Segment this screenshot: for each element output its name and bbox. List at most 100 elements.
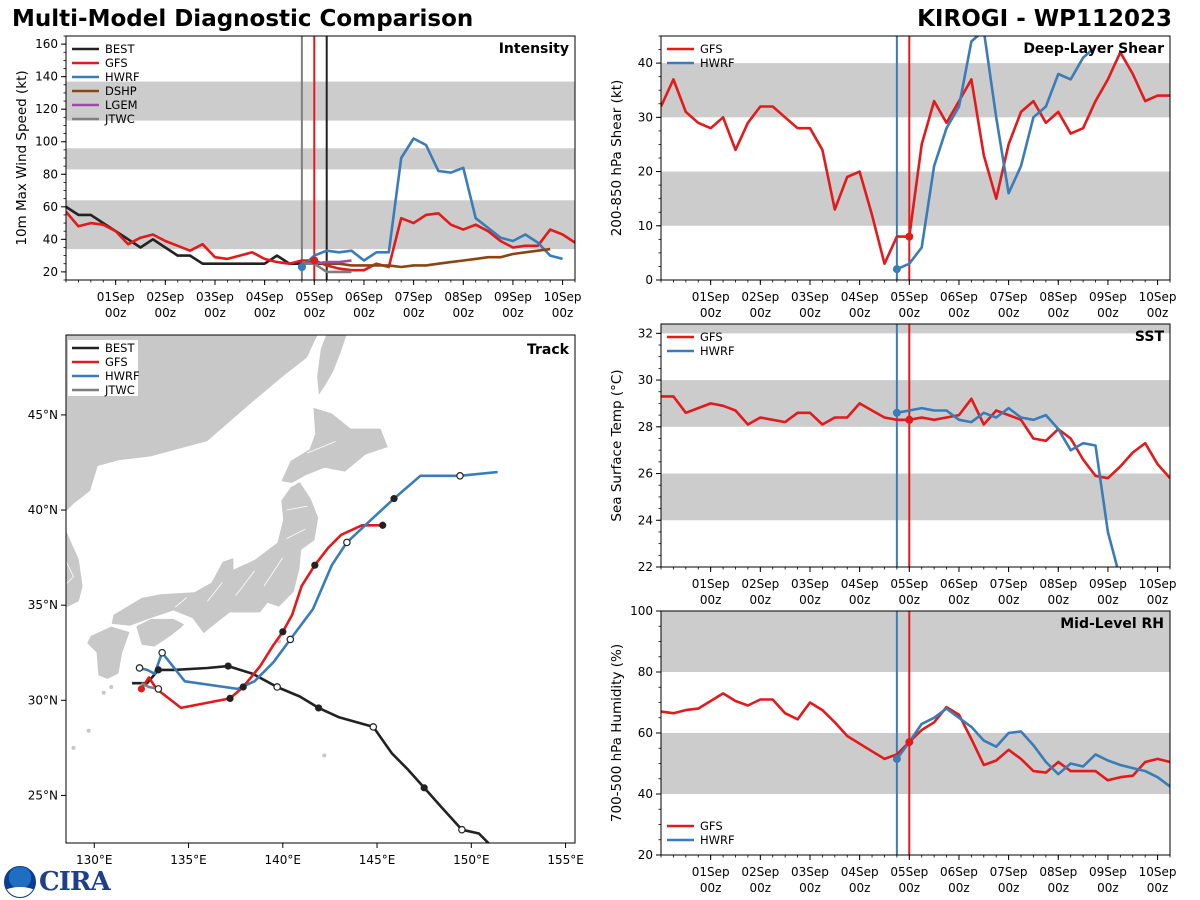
china-coast-land: [66, 560, 74, 585]
panel-track: 130°E 135°E 140°E 145°E 150°E 155°E 25°N 30°N 35…: [28, 334, 584, 867]
sakhalin-land: [316, 335, 348, 397]
island-land: [101, 690, 106, 695]
y-tick-label: 160: [35, 37, 58, 51]
plot-area-intensity: [66, 36, 575, 280]
x-tick-label-hour: 00z: [304, 306, 326, 320]
legend-label-gfs: GFS: [700, 42, 723, 56]
plot-area-sst: [661, 324, 1170, 567]
legend-label-gfs: GFS: [105, 56, 128, 70]
x-tick-label-hour: 00z: [1097, 881, 1119, 895]
x-tick-label: 130°E: [76, 853, 113, 867]
y-tick-label: 0: [645, 273, 653, 287]
x-tick-label-hour: 00z: [799, 593, 821, 607]
x-tick-label-hour: 00z: [849, 881, 871, 895]
x-tick-label-date: 01Sep: [97, 290, 135, 304]
panel-title: Deep-Layer Shear: [1023, 41, 1164, 57]
x-tick-label-date: 02Sep: [741, 577, 779, 591]
x-tick-label-date: 09Sep: [494, 290, 532, 304]
island-land: [71, 745, 76, 750]
x-tick-label-hour: 00z: [899, 593, 921, 607]
y-axis-label: 10m Max Wind Speed (kt): [14, 70, 30, 245]
panel-sst: 22 24 26 28 30 32 Sea Surface Temp (°C) 01Sep 00…: [609, 323, 1177, 607]
legend-label-lgem: LGEM: [105, 98, 138, 112]
x-tick-label-date: 08Sep: [1039, 290, 1077, 304]
track-point-hwrf: [158, 648, 166, 657]
x-tick-label-hour: 00z: [899, 306, 921, 320]
x-tick-label-hour: 00z: [700, 881, 722, 895]
y-tick-label: 100: [630, 604, 653, 618]
y-tick-label: 28: [638, 420, 653, 434]
x-tick-label-hour: 00z: [552, 306, 574, 320]
y-tick-label: 60: [638, 726, 653, 740]
init-marker-hwrf: [892, 754, 901, 763]
y-tick-label: 40: [638, 56, 653, 70]
series-line-gfs: [661, 50, 1170, 266]
legend-label-best: BEST: [105, 341, 135, 355]
y-axis-label: 200-850 hPa Shear (kt): [609, 80, 625, 237]
x-tick-label: 145°E: [359, 853, 396, 867]
x-tick-label-date: 04Sep: [841, 865, 879, 879]
x-tick-label-hour: 00z: [998, 593, 1020, 607]
panel-rh: 20 40 60 80 100 700-500 hPa Humidity (%) 01Sep…: [609, 604, 1177, 895]
track-point-best: [224, 662, 232, 670]
legend-label-gfs: GFS: [700, 819, 723, 833]
legend-label-best: BEST: [105, 42, 135, 56]
agency-logos: CIRA: [4, 866, 111, 898]
series-line-jtwc: [301, 262, 352, 274]
y-tick-label: 30: [638, 373, 653, 387]
threshold-band: [66, 148, 575, 170]
x-tick-label-date: 04Sep: [841, 290, 879, 304]
series-line-dshp: [301, 247, 551, 269]
legend-label-hwrf: HWRF: [700, 56, 735, 70]
y-tick-label: 45°N: [28, 408, 58, 422]
legend-bg: [68, 368, 138, 382]
x-tick-label: 140°E: [265, 853, 302, 867]
track-point-gfs: [311, 561, 319, 569]
series-line-gfs: [661, 395, 1170, 480]
x-tick-label-hour: 00z: [1047, 881, 1069, 895]
page-title: Multi-Model Diagnostic Comparison: [12, 6, 474, 32]
series-line-hwrf: [896, 406, 1119, 567]
x-tick-label-hour: 00z: [899, 881, 921, 895]
x-tick-label-hour: 00z: [1147, 306, 1169, 320]
track-point-hwrf: [135, 664, 144, 672]
y-tick-label: 20: [638, 848, 653, 862]
init-marker-hwrf: [892, 408, 901, 417]
threshold-band: [66, 200, 575, 250]
y-tick-label: 35°N: [28, 598, 58, 612]
map-area: [66, 335, 498, 843]
x-tick-label-hour: 00z: [948, 881, 970, 895]
y-tick-label: 30°N: [28, 693, 58, 707]
track-line-gfs: [140, 523, 383, 710]
x-tick-label-date: 05Sep: [295, 290, 333, 304]
x-tick-label-hour: 00z: [353, 306, 375, 320]
series-line-hwrf: [895, 707, 1170, 788]
threshold-band: [661, 324, 1170, 334]
y-tick-label: 100: [35, 135, 58, 149]
border-line: [235, 570, 255, 596]
x-tick-label-date: 07Sep: [990, 865, 1028, 879]
x-tick-label-date: 07Sep: [990, 290, 1028, 304]
legend-label-hwrf: HWRF: [700, 833, 735, 847]
x-tick-label-date: 02Sep: [741, 290, 779, 304]
x-tick-label-date: 06Sep: [345, 290, 383, 304]
legend-bg: [68, 382, 138, 396]
init-marker-hwrf: [297, 262, 306, 271]
panel-frame: [65, 334, 576, 844]
track-point-gfs: [226, 694, 234, 703]
y-tick-label: 30: [638, 110, 653, 124]
legend-label-gfs: GFS: [700, 330, 723, 344]
threshold-band: [66, 81, 575, 121]
x-tick-label-date: 02Sep: [741, 865, 779, 879]
border-line: [207, 582, 223, 602]
track-point-best: [369, 723, 378, 731]
x-tick-label-hour: 00z: [750, 881, 772, 895]
x-tick-label-hour: 00z: [750, 593, 772, 607]
kyushu-land: [86, 625, 131, 680]
x-tick-label-date: 01Sep: [692, 577, 730, 591]
x-tick-label-date: 08Sep: [1039, 577, 1077, 591]
x-tick-label-hour: 00z: [204, 306, 226, 320]
border-line: [263, 557, 284, 587]
